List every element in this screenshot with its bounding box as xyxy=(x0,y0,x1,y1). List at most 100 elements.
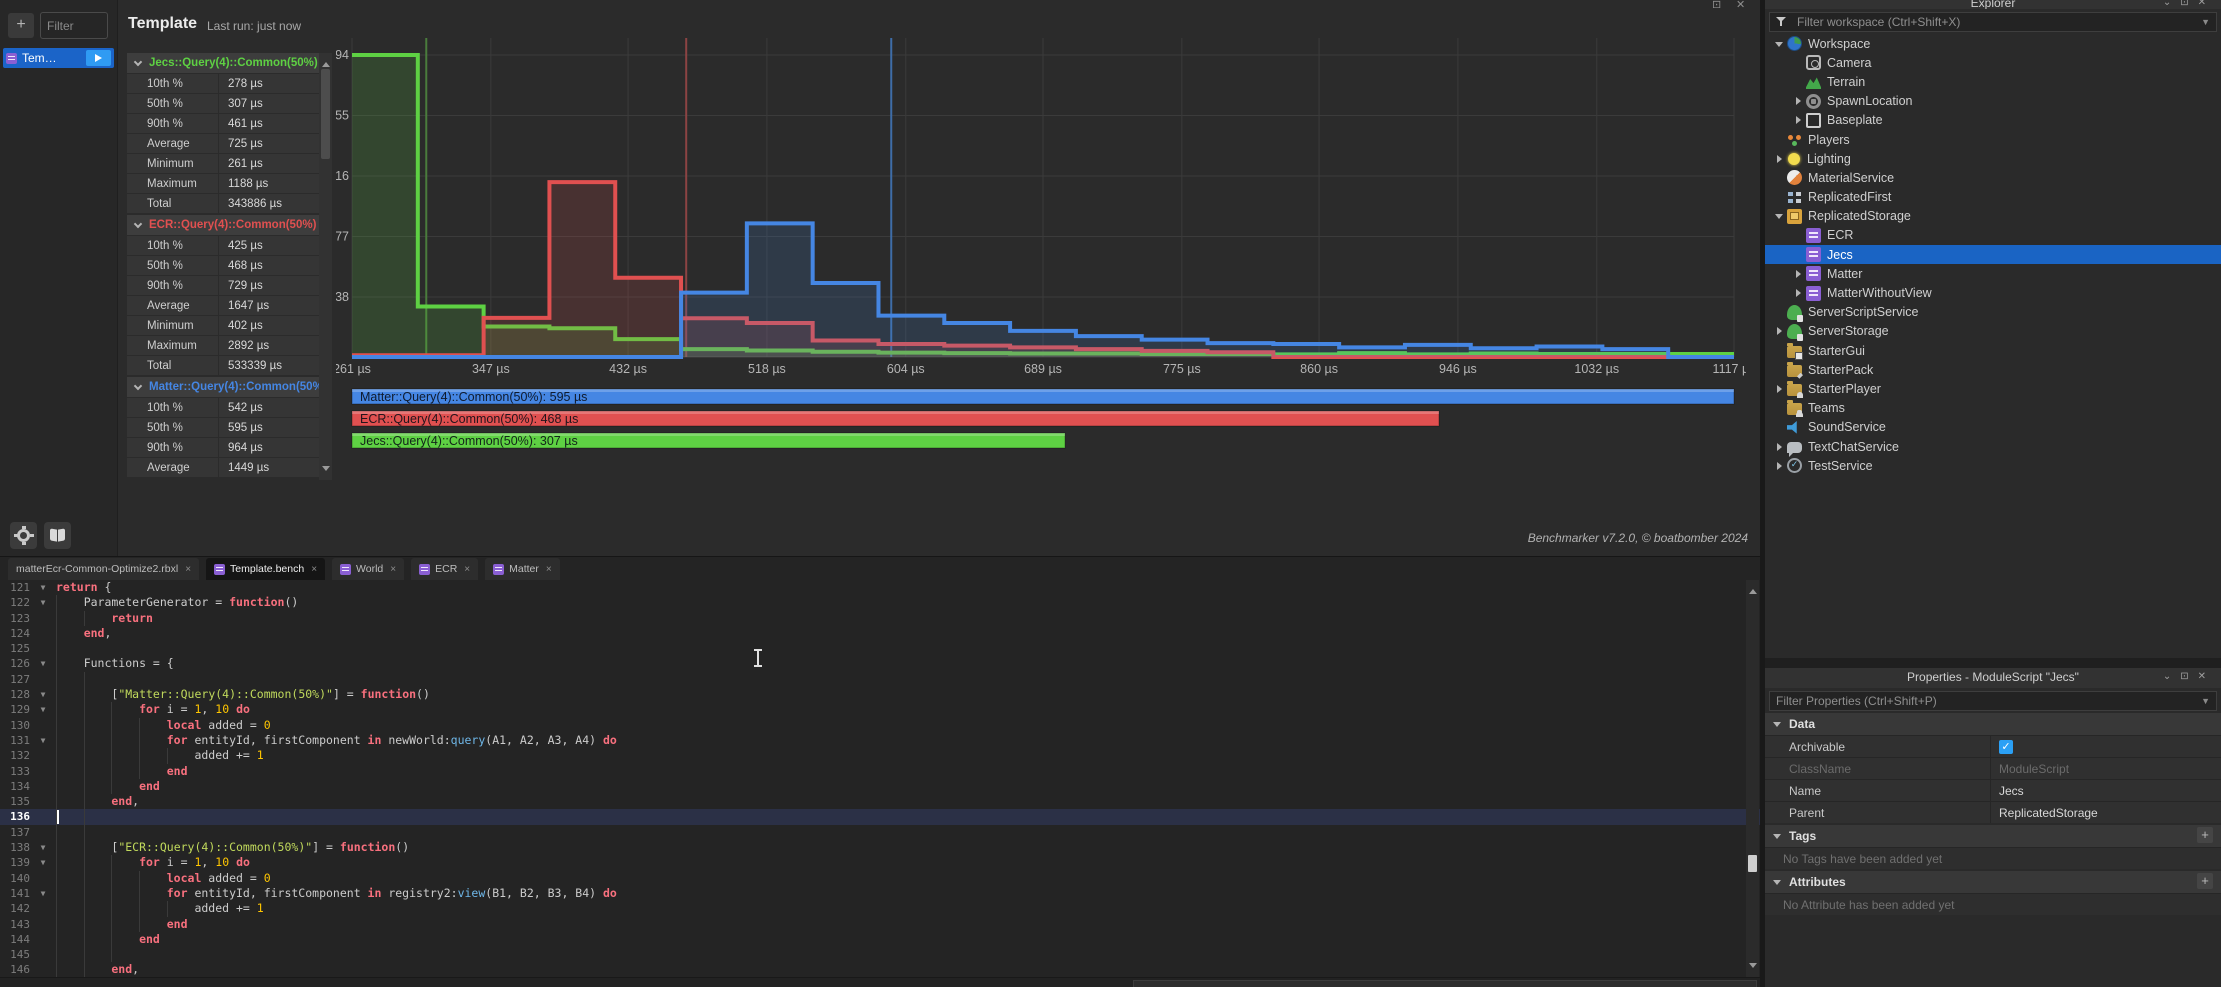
collapse-arrow-icon[interactable] xyxy=(1792,113,1806,127)
scroll-down-icon[interactable] xyxy=(322,466,330,475)
code-line[interactable]: 143 end xyxy=(0,916,1760,932)
tree-item-matter[interactable]: Matter xyxy=(1765,264,2221,283)
scroll-up-icon[interactable] xyxy=(1749,585,1757,594)
tree-item-workspace[interactable]: Workspace xyxy=(1765,34,2221,53)
run-benchmark-button[interactable] xyxy=(86,50,111,66)
properties-titlebar[interactable]: Properties - ModuleScript "Jecs" ⌄⊡✕ xyxy=(1765,668,2221,688)
settings-button[interactable] xyxy=(10,522,37,549)
expand-arrow-icon[interactable] xyxy=(1773,209,1787,223)
tree-item-ecr[interactable]: ECR xyxy=(1765,226,2221,245)
tree-item-camera[interactable]: Camera xyxy=(1765,53,2221,72)
code-line[interactable]: 142 added += 1 xyxy=(0,901,1760,917)
fold-arrow-icon[interactable]: ▼ xyxy=(40,583,46,592)
fold-arrow-icon[interactable]: ▼ xyxy=(40,690,46,700)
tree-item-replicatedstorage[interactable]: ReplicatedStorage xyxy=(1765,207,2221,226)
scroll-up-icon[interactable] xyxy=(322,58,330,67)
benchmark-list-item-template[interactable]: Tem… xyxy=(3,48,114,68)
collapse-arrow-icon[interactable] xyxy=(1773,440,1787,454)
chevron-down-icon[interactable]: ▼ xyxy=(2201,17,2210,27)
add-tags-button[interactable]: + xyxy=(2197,827,2213,843)
tree-item-matterwithoutview[interactable]: MatterWithoutView xyxy=(1765,283,2221,302)
tree-item-starterpack[interactable]: StarterPack xyxy=(1765,360,2221,379)
code-line[interactable]: 121 ▼ return { xyxy=(0,580,1760,595)
checkbox-checked-icon[interactable]: ✓ xyxy=(1999,739,2013,754)
window-restore-icon[interactable]: ⊡ xyxy=(1712,0,1722,8)
code-line[interactable]: 140 local added = 0 xyxy=(0,870,1760,886)
editor-scrollbar[interactable] xyxy=(1746,580,1759,977)
fold-arrow-icon[interactable]: ▼ xyxy=(40,735,46,745)
property-row-name[interactable]: Name Jecs xyxy=(1765,779,2221,801)
explorer-filter[interactable]: ▼ xyxy=(1769,12,2217,32)
scroll-down-icon[interactable] xyxy=(1749,963,1757,972)
tree-item-baseplate[interactable]: Baseplate xyxy=(1765,111,2221,130)
tree-item-players[interactable]: Players xyxy=(1765,130,2221,149)
collapse-arrow-icon[interactable] xyxy=(1773,459,1787,473)
property-row-parent[interactable]: Parent ReplicatedStorage xyxy=(1765,801,2221,823)
vertical-splitter[interactable] xyxy=(1760,0,1765,987)
tree-item-testservice[interactable]: TestService xyxy=(1765,456,2221,475)
code-line[interactable]: 134 end xyxy=(0,778,1760,795)
property-section-data[interactable]: Data xyxy=(1765,713,2221,735)
tree-item-textchatservice[interactable]: TextChatService xyxy=(1765,437,2221,457)
fold-arrow-icon[interactable]: ▼ xyxy=(40,598,46,608)
tab-close-icon[interactable]: × xyxy=(464,563,471,575)
collapse-arrow-icon[interactable] xyxy=(1792,286,1806,300)
add-benchmark-button[interactable]: + xyxy=(8,13,34,38)
fold-arrow-icon[interactable]: ▼ xyxy=(40,888,46,898)
tree-item-teams[interactable]: Teams xyxy=(1765,399,2221,418)
window-close-icon[interactable]: ✕ xyxy=(1736,0,1746,8)
collapse-arrow-icon[interactable] xyxy=(1792,267,1806,281)
tab-close-icon[interactable]: × xyxy=(545,563,552,575)
property-section-attributes[interactable]: Attributes + xyxy=(1765,871,2221,893)
fold-arrow-icon[interactable]: ▼ xyxy=(40,705,46,715)
tree-item-replicatedfirst[interactable]: ReplicatedFirst xyxy=(1765,188,2221,207)
code-line[interactable]: 131 ▼ for entityId, firstComponent in newW… xyxy=(0,732,1760,749)
tab-ecr[interactable]: ECR × xyxy=(411,558,479,580)
panel-titlebar-icons[interactable]: ⌄⊡✕ xyxy=(2162,0,2215,8)
collapse-arrow-icon[interactable] xyxy=(1773,152,1787,166)
benchmark-filter-input[interactable] xyxy=(40,12,108,39)
stats-scrollbar[interactable] xyxy=(319,53,332,480)
script-editor[interactable]: 121 ▼ return {122 ▼ ParameterGenerator = fun… xyxy=(0,580,1760,977)
tree-item-serverscriptservice[interactable]: ServerScriptService xyxy=(1765,303,2221,322)
tree-item-materialservice[interactable]: MaterialService xyxy=(1765,168,2221,187)
fold-arrow-icon[interactable]: ▼ xyxy=(40,659,46,669)
code-line[interactable]: 133 end xyxy=(0,763,1760,779)
code-line[interactable]: 144 end xyxy=(0,931,1760,948)
stats-section-header[interactable]: ECR::Query(4)::Common(50%) xyxy=(127,215,319,235)
code-line[interactable]: 141 ▼ for entityId, firstComponent in regi… xyxy=(0,885,1760,902)
property-section-tags[interactable]: Tags + xyxy=(1765,825,2221,847)
property-row-classname[interactable]: ClassName ModuleScript xyxy=(1765,757,2221,779)
properties-filter-input[interactable] xyxy=(1776,694,2202,708)
tree-item-starterplayer[interactable]: StarterPlayer xyxy=(1765,379,2221,398)
collapse-arrow-icon[interactable] xyxy=(1773,324,1787,338)
code-line[interactable]: 130 local added = 0 xyxy=(0,717,1760,733)
add-attributes-button[interactable]: + xyxy=(2197,873,2213,889)
tab-close-icon[interactable]: × xyxy=(311,563,318,575)
tree-item-terrain[interactable]: Terrain xyxy=(1765,72,2221,91)
collapse-arrow-icon[interactable] xyxy=(1792,94,1806,108)
stats-section-header[interactable]: Jecs::Query(4)::Common(50%) xyxy=(127,53,319,73)
horizontal-splitter[interactable] xyxy=(1765,658,2221,668)
tab-template-bench[interactable]: Template.bench × xyxy=(206,558,326,580)
tree-item-lighting[interactable]: Lighting xyxy=(1765,149,2221,168)
fold-arrow-icon[interactable]: ▼ xyxy=(40,858,46,868)
tree-item-soundservice[interactable]: SoundService xyxy=(1765,418,2221,437)
scrollbar-thumb[interactable] xyxy=(1748,855,1757,872)
code-line[interactable]: 138 ▼ ["ECR::Query(4)::Common(50%)"] = fun… xyxy=(0,840,1760,856)
scrollbar-thumb[interactable] xyxy=(321,69,330,159)
code-line[interactable]: 123 return xyxy=(0,610,1760,626)
tab-close-icon[interactable]: × xyxy=(390,563,397,575)
panel-titlebar-icons[interactable]: ⌄⊡✕ xyxy=(2162,671,2215,682)
tree-item-serverstorage[interactable]: ServerStorage xyxy=(1765,322,2221,341)
code-line[interactable]: 122 ▼ ParameterGenerator = function() xyxy=(0,595,1760,611)
collapse-arrow-icon[interactable] xyxy=(1773,382,1787,396)
code-line[interactable]: 126 ▼ Functions = { xyxy=(0,656,1760,672)
code-line[interactable]: 145 xyxy=(0,947,1760,963)
code-line[interactable]: 125 xyxy=(0,641,1760,657)
tree-item-startergui[interactable]: StarterGui xyxy=(1765,341,2221,360)
explorer-titlebar[interactable]: Explorer ⌄⊡✕ xyxy=(1765,0,2221,9)
code-line[interactable]: 132 added += 1 xyxy=(0,748,1760,764)
chevron-down-icon[interactable]: ▼ xyxy=(2201,696,2210,706)
code-line[interactable]: 124 end, xyxy=(0,625,1760,642)
